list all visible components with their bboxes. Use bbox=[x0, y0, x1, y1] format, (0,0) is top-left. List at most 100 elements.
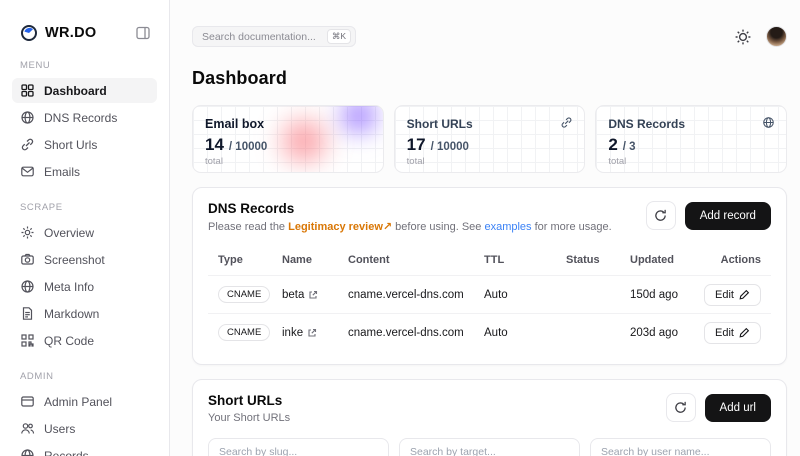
gear-icon bbox=[20, 225, 35, 240]
refresh-icon bbox=[674, 401, 687, 414]
section-label: MENU bbox=[20, 60, 51, 71]
sidebar-item-short-urls[interactable]: Short Urls bbox=[12, 132, 157, 157]
sidebar-item-label: Screenshot bbox=[44, 252, 105, 267]
sidebar-item-users[interactable]: Users bbox=[12, 416, 157, 441]
panel-title: DNS Records bbox=[208, 201, 295, 216]
sidebar-item-emails[interactable]: Emails bbox=[12, 159, 157, 184]
record-updated: 150d ago bbox=[630, 288, 678, 301]
record-name[interactable]: beta bbox=[282, 288, 305, 301]
globe-icon bbox=[20, 448, 35, 456]
external-link-icon[interactable] bbox=[307, 328, 317, 338]
examples-link[interactable]: examples bbox=[484, 221, 532, 233]
panel-icon bbox=[20, 394, 35, 409]
col-name: Name bbox=[282, 254, 312, 266]
doc-search[interactable]: ⌘K bbox=[192, 26, 356, 47]
record-name[interactable]: inke bbox=[282, 326, 304, 339]
link-icon bbox=[560, 116, 573, 129]
sidebar-item-qr-code[interactable]: QR Code bbox=[12, 328, 157, 353]
sidebar-item-dns-records[interactable]: DNS Records bbox=[12, 105, 157, 130]
globe-icon bbox=[20, 110, 35, 125]
refresh-icon bbox=[654, 209, 667, 222]
card-value: 17 bbox=[406, 135, 426, 154]
search-by-target-input[interactable] bbox=[398, 438, 580, 456]
card-limit: / 10000 bbox=[228, 141, 268, 153]
sidebar-section-admin: ADMIN Admin Panel Users Records URLs bbox=[12, 371, 157, 456]
sidebar-item-label: Markdown bbox=[44, 306, 100, 321]
legitimacy-review-link[interactable]: Legitimacy review↗ bbox=[288, 221, 393, 233]
stat-card-email-box[interactable]: Email box 14 / 10000 total bbox=[192, 105, 384, 173]
sidebar-item-label: Admin Panel bbox=[44, 394, 113, 409]
sidebar-section-menu: MENU Dashboard DNS Records Short Urls Em… bbox=[12, 60, 157, 184]
add-url-button[interactable]: Add url bbox=[704, 393, 771, 422]
panel-subtitle: Your Short URLs bbox=[208, 412, 291, 424]
sidebar-section-scrape: SCRAPE Overview Screenshot Meta Info Mar… bbox=[12, 202, 157, 353]
user-avatar[interactable] bbox=[765, 26, 787, 47]
main-content: ⌘K Dashboard Email box 14 / 10000 total bbox=[170, 0, 800, 456]
dashboard-icon bbox=[20, 83, 35, 98]
globe-icon bbox=[762, 116, 775, 129]
sidebar-item-screenshot[interactable]: Screenshot bbox=[12, 247, 157, 272]
add-record-button[interactable]: Add record bbox=[684, 201, 771, 230]
sidebar-item-markdown[interactable]: Markdown bbox=[12, 301, 157, 326]
search-by-user-name-input[interactable] bbox=[589, 438, 771, 456]
logo: WR.DO bbox=[12, 20, 157, 42]
sidebar-item-admin-panel[interactable]: Admin Panel bbox=[12, 389, 157, 414]
stat-card-dns-records[interactable]: DNS Records 2 / 3 total bbox=[595, 105, 787, 173]
refresh-button[interactable] bbox=[645, 201, 676, 230]
col-status: Status bbox=[566, 254, 600, 266]
record-updated: 203d ago bbox=[630, 326, 678, 339]
col-updated: Updated bbox=[630, 254, 674, 266]
short-urls-panel: Short URLs Your Short URLs Add url bbox=[192, 379, 787, 456]
table-row: CNAME beta cname.vercel-dns.com Auto 150… bbox=[208, 275, 771, 313]
dns-records-panel: DNS Records Please read the Legitimacy r… bbox=[192, 187, 787, 365]
topbar-right bbox=[734, 26, 787, 47]
card-value: 14 bbox=[205, 135, 224, 154]
stat-cards: Email box 14 / 10000 total Short URLs 17… bbox=[192, 105, 787, 173]
col-content: Content bbox=[348, 254, 390, 266]
section-label: ADMIN bbox=[20, 371, 54, 382]
pencil-icon bbox=[739, 327, 750, 338]
sidebar-item-label: Emails bbox=[44, 164, 81, 179]
subtitle-text: for more usage. bbox=[531, 221, 612, 233]
record-content: cname.vercel-dns.com bbox=[348, 326, 464, 339]
card-title: DNS Records bbox=[608, 117, 685, 131]
sidebar-item-label: Records bbox=[44, 448, 89, 456]
card-caption: total bbox=[205, 156, 223, 167]
card-limit: / 3 bbox=[622, 141, 636, 153]
section-label: SCRAPE bbox=[20, 202, 63, 213]
card-limit: / 10000 bbox=[430, 141, 469, 153]
card-title: Email box bbox=[205, 117, 265, 131]
page-title: Dashboard bbox=[192, 68, 287, 88]
edit-button[interactable]: Edit bbox=[704, 321, 761, 344]
stat-card-short-urls[interactable]: Short URLs 17 / 10000 total bbox=[393, 105, 586, 173]
record-ttl: Auto bbox=[484, 326, 508, 339]
sidebar-collapse-icon[interactable] bbox=[135, 25, 151, 41]
brand-gauge-icon bbox=[20, 24, 38, 42]
record-content: cname.vercel-dns.com bbox=[348, 288, 464, 301]
col-actions: Actions bbox=[720, 254, 761, 266]
sidebar-item-dashboard[interactable]: Dashboard bbox=[12, 78, 157, 103]
subtitle-text: Please read the bbox=[208, 221, 289, 233]
record-ttl: Auto bbox=[484, 288, 508, 301]
globe-icon bbox=[20, 279, 35, 294]
search-by-slug-input[interactable] bbox=[208, 438, 389, 456]
sidebar-item-meta-info[interactable]: Meta Info bbox=[12, 274, 157, 299]
col-ttl: TTL bbox=[484, 254, 505, 266]
refresh-button[interactable] bbox=[665, 393, 696, 422]
sidebar-item-overview[interactable]: Overview bbox=[12, 220, 157, 245]
search-input[interactable] bbox=[202, 30, 321, 43]
sidebar-item-label: DNS Records bbox=[44, 110, 118, 125]
sidebar-item-label: Dashboard bbox=[44, 83, 107, 98]
file-icon bbox=[20, 306, 35, 321]
theme-toggle-sun-icon[interactable] bbox=[734, 28, 752, 46]
col-type: Type bbox=[218, 254, 243, 266]
dns-table: Type Name Content TTL Status Updated Act… bbox=[208, 245, 771, 351]
edit-button[interactable]: Edit bbox=[704, 283, 761, 306]
pencil-icon bbox=[739, 289, 750, 300]
camera-icon bbox=[20, 252, 35, 267]
external-link-icon[interactable] bbox=[308, 290, 318, 300]
sidebar-item-records[interactable]: Records bbox=[12, 443, 157, 456]
dns-table-header: Type Name Content TTL Status Updated Act… bbox=[208, 245, 771, 275]
sidebar-item-label: Meta Info bbox=[44, 279, 95, 294]
sidebar-item-label: QR Code bbox=[44, 333, 95, 348]
